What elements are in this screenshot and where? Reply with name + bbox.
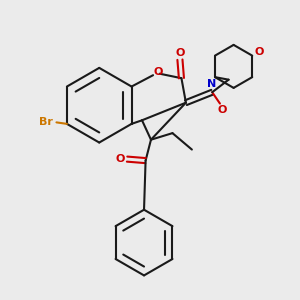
Text: O: O xyxy=(254,47,263,57)
Text: O: O xyxy=(218,105,227,115)
Text: Br: Br xyxy=(39,117,53,128)
Text: O: O xyxy=(175,48,184,58)
Text: N: N xyxy=(207,79,217,89)
Text: O: O xyxy=(153,67,163,76)
Text: O: O xyxy=(116,154,125,164)
